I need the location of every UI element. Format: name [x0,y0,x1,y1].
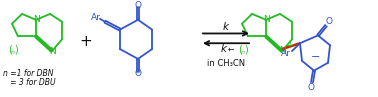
Text: +: + [80,34,92,49]
Text: n: n [241,50,245,55]
Text: −: − [311,52,321,62]
Text: = 3 for DBU: = 3 for DBU [3,78,56,87]
Text: O: O [135,69,141,78]
Text: ): ) [14,44,18,54]
Text: ): ) [244,44,248,54]
Text: +: + [286,41,292,50]
Text: n: n [11,50,15,55]
Text: (: ( [8,44,12,54]
Text: n =1 for DBN: n =1 for DBN [3,69,54,78]
Text: N: N [263,15,270,24]
Text: N: N [49,47,55,56]
Text: in CH₃CN: in CH₃CN [207,59,245,68]
Text: O: O [325,17,333,26]
Text: Ar: Ar [91,13,101,22]
Text: O: O [307,83,314,92]
Text: k: k [223,22,229,32]
Text: Ar: Ar [281,48,291,58]
Text: N: N [33,15,39,24]
Text: k: k [221,44,227,54]
Text: ←: ← [228,45,234,54]
Text: N: N [280,46,287,55]
Text: O: O [135,1,141,10]
Text: (: ( [238,44,242,54]
